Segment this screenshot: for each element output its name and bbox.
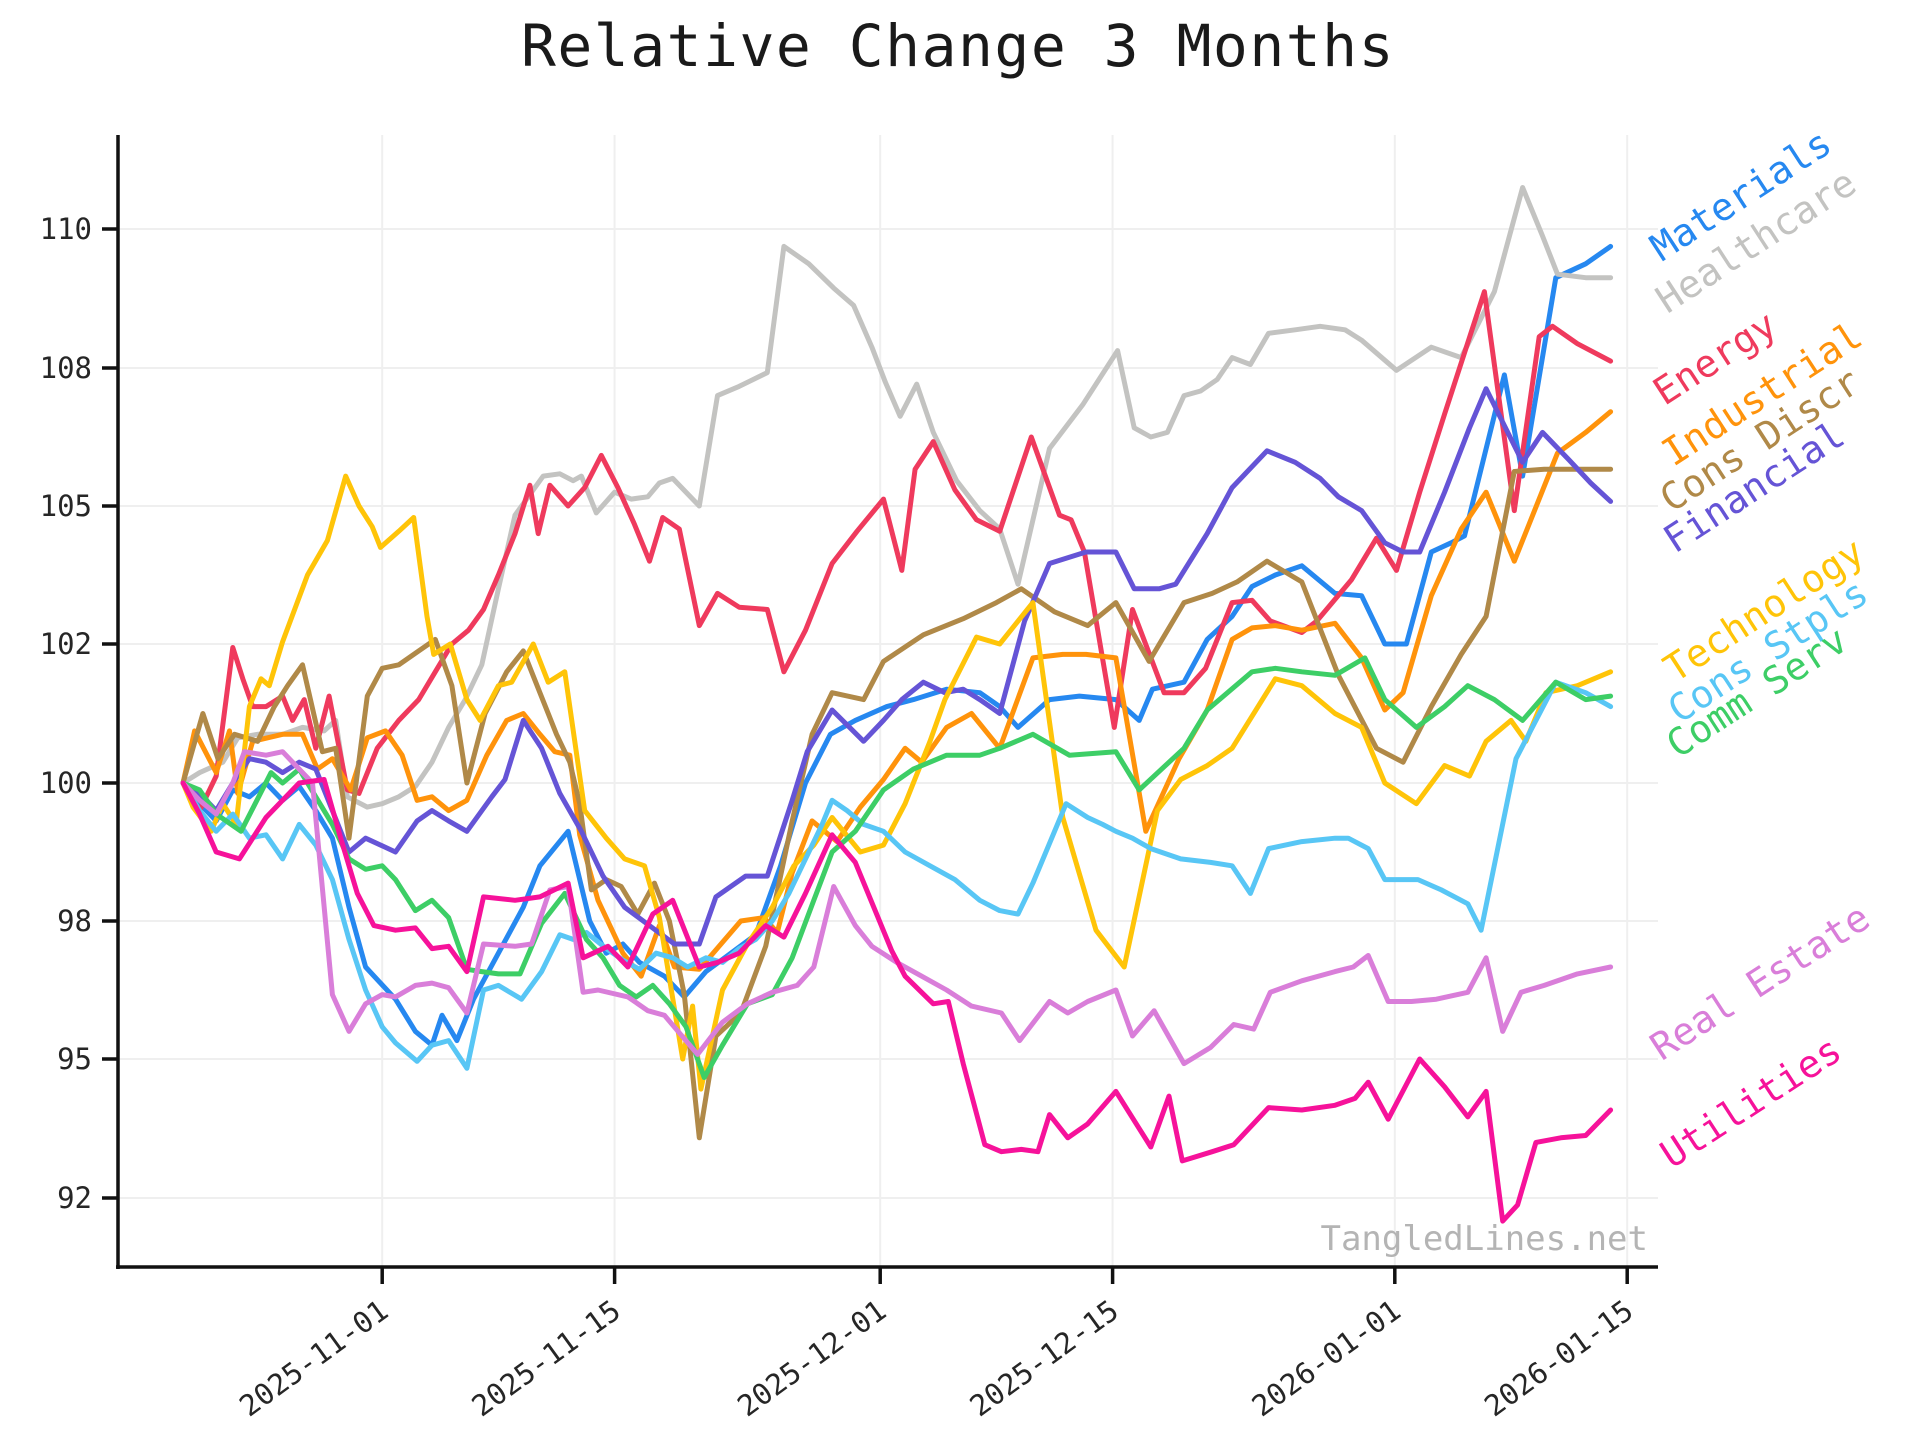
y-tick-label: 105 [40,489,92,523]
watermark: TangledLines.net [1320,1219,1648,1259]
y-tick-label: 102 [40,627,92,661]
y-tick-label: 92 [57,1181,92,1215]
y-tick-label: 95 [57,1042,92,1076]
series-line-financial [180,386,1614,947]
series-line-cons-stpls [180,679,1614,1071]
series-line-cons-discr [180,466,1614,1141]
axes [116,135,1658,1269]
series-line-healthcare [180,185,1614,810]
y-tick-label: 98 [57,904,92,938]
y-tick-label: 100 [40,766,92,800]
y-axis: 110 108 105 102 100 98 95 92 [40,212,118,1215]
series-line-real-estate [180,749,1614,1067]
chart-title: Relative Change 3 Months [521,12,1395,80]
series-line-utilities [180,777,1614,1224]
y-tick-label: 108 [40,351,92,385]
gridlines [118,135,1658,1267]
series-group [180,185,1614,1224]
series-line-comm-serv [180,655,1614,1080]
y-tick-label: 110 [40,212,92,246]
